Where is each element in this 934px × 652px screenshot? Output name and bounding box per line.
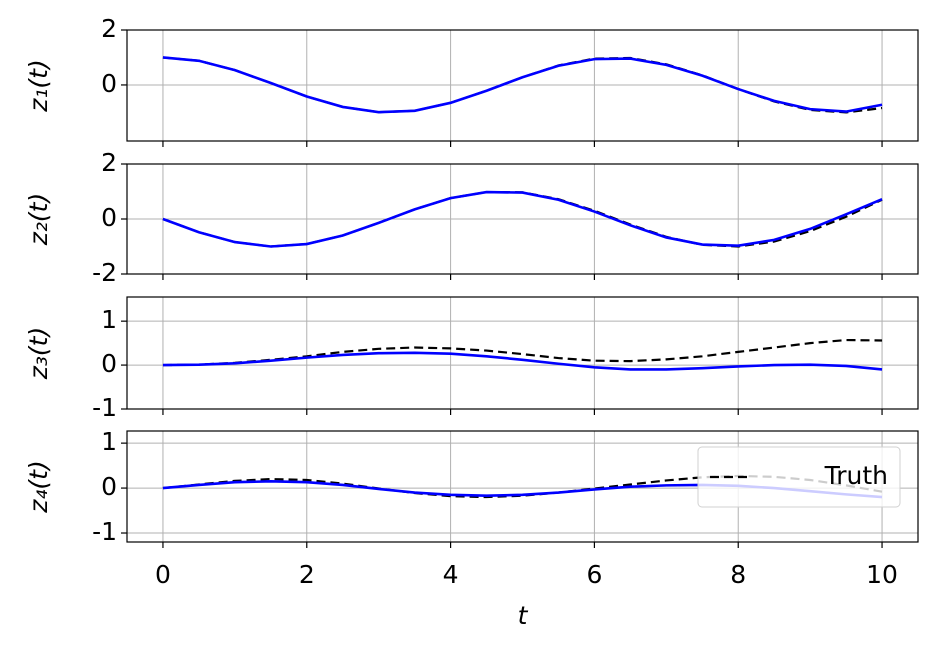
y-tick-label: 0 (101, 472, 117, 501)
x-axis-label: t (518, 601, 529, 630)
legend-box (697, 446, 901, 508)
x-tick-label: 10 (866, 560, 898, 589)
axes-frame (126, 430, 919, 543)
legend-label: Truth (824, 461, 888, 490)
y-tick-label: 0 (101, 69, 117, 98)
x-tick-label: 4 (443, 560, 459, 589)
line-series (162, 190, 883, 248)
y-axis-label: z₁(t) (24, 59, 53, 112)
axes-frame (126, 296, 919, 410)
axes-frame (126, 163, 919, 275)
line-series (162, 56, 883, 114)
y-tick-label: 0 (101, 349, 117, 378)
y-axis-label: z₄(t) (24, 460, 53, 513)
y-tick-label: -1 (92, 517, 117, 546)
y-axis-label: z₂(t) (24, 193, 53, 246)
x-tick-label: 6 (586, 560, 602, 589)
x-tick-label: 2 (299, 560, 315, 589)
x-tick-label: 0 (155, 560, 171, 589)
line-series (162, 474, 883, 499)
y-tick-label: 2 (101, 148, 117, 177)
y-tick-label: -1 (92, 393, 117, 422)
x-tick-label: 8 (730, 560, 746, 589)
y-tick-label: 1 (101, 427, 117, 456)
y-tick-label: 0 (101, 203, 117, 232)
y-tick-label: -2 (92, 258, 117, 287)
y-tick-label: 2 (101, 14, 117, 43)
axes-frame (126, 29, 919, 142)
y-tick-label: 1 (101, 305, 117, 334)
y-axis-label: z₃(t) (24, 327, 53, 380)
line-series (162, 351, 883, 371)
